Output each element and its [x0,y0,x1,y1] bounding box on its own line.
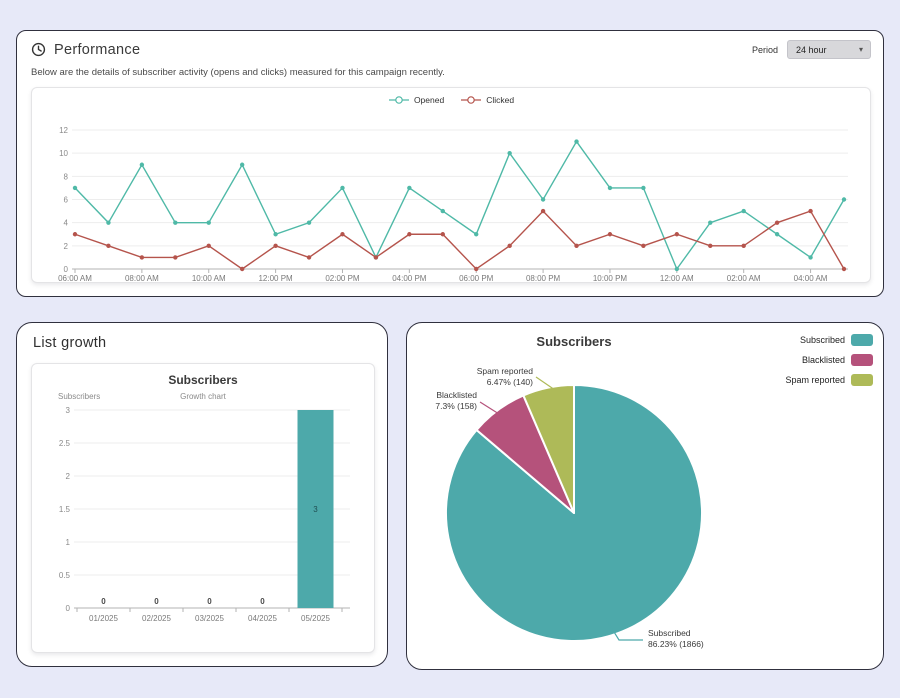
legend-item-opened[interactable]: Opened [388,95,444,105]
svg-text:04:00 PM: 04:00 PM [392,274,427,282]
performance-line-chart: 0 2 4 6 8 10 12 06:00 AM 08:00 AM 10:00 AM 12:00 P… [58,126,848,282]
svg-text:01/2025: 01/2025 [89,614,118,623]
svg-text:0: 0 [64,265,69,274]
svg-text:03/2025: 03/2025 [195,614,224,623]
callout-leader-blacklisted [479,401,500,415]
bar-chart-box: Subscribers Subscribers Growth chart 0 0.… [31,363,375,653]
list-growth-title: List growth [33,335,107,351]
legend-swatch-subscribed [851,334,873,346]
svg-text:02:00 AM: 02:00 AM [727,274,761,282]
callout-value-spam-reported: 6.47% (140) [487,377,533,387]
svg-text:06:00 AM: 06:00 AM [58,274,92,282]
callout-leader-spam-reported [535,376,556,391]
svg-text:10:00 AM: 10:00 AM [192,274,226,282]
legend-label-opened: Opened [413,95,445,105]
callout-value-subscribed: 86.23% (1866) [648,639,704,649]
line-clicked[interactable] [74,210,845,270]
period-value: 24 hour [796,44,827,55]
svg-text:04:00 AM: 04:00 AM [794,274,828,282]
svg-text:12: 12 [59,126,68,135]
legend-label-spam-reported: Spam reported [785,375,845,385]
svg-text:12:00 AM: 12:00 AM [660,274,694,282]
svg-text:6: 6 [64,196,69,205]
performance-panel: Performance Period 24 hour ▾ Below are t… [16,30,884,297]
legend-swatch-spam-reported [851,374,873,386]
period-label: Period [751,44,778,55]
legend-item-blacklisted[interactable]: Blacklisted [785,354,873,366]
svg-text:10: 10 [59,149,68,158]
callout-label-subscribed: Subscribed [648,628,691,638]
list-growth-panel: List growth Subscribers Subscribers Grow… [16,322,388,667]
growth-bar-chart: 0 0.5 1 1.5 2 2.5 3 01/2025 0 02/2025 0 03/2025 0 04/… [59,406,350,623]
performance-title: Performance [54,41,141,58]
bar-chart-title: Subscribers [168,373,238,387]
svg-text:06:00 PM: 06:00 PM [459,274,494,282]
svg-text:2: 2 [66,472,71,481]
svg-text:0: 0 [154,597,159,606]
bar-chart-ylabel: Subscribers [58,392,101,401]
legend-swatch-blacklisted [851,354,873,366]
svg-text:1.5: 1.5 [59,505,71,514]
legend-label-subscribed: Subscribed [799,335,845,345]
period-select[interactable]: 24 hour ▾ [787,40,871,59]
callout-leader-subscribed [605,618,643,641]
svg-text:2.5: 2.5 [59,439,71,448]
svg-text:3: 3 [313,505,318,514]
legend-item-clicked[interactable]: Clicked [460,95,514,105]
svg-text:2: 2 [64,242,69,251]
pie-legend: Subscribed Blacklisted Spam reported [785,334,873,386]
svg-text:8: 8 [64,172,69,181]
svg-text:08:00 AM: 08:00 AM [125,274,159,282]
callout-label-spam-reported: Spam reported [477,366,533,376]
legend-label-blacklisted: Blacklisted [801,355,845,365]
svg-text:0.5: 0.5 [59,571,71,580]
chevron-down-icon: ▾ [858,45,863,54]
line-marker-icon [461,96,482,104]
bar-chart-subtitle: Growth chart [180,392,226,401]
callout-value-blacklisted: 7.3% (158) [435,401,477,411]
svg-text:08:00 PM: 08:00 PM [526,274,561,282]
svg-text:02/2025: 02/2025 [142,614,171,623]
svg-text:0: 0 [101,597,106,606]
callout-label-blacklisted: Blacklisted [436,390,477,400]
svg-text:1: 1 [66,538,71,547]
line-opened[interactable] [74,140,845,271]
pie-slice-spam-reported[interactable] [522,384,575,514]
subscribers-pie-chart: Spam reported 6.47% (140) Blacklisted 7.… [435,366,704,649]
pie-chart-title: Subscribers [536,334,612,349]
line-chart-legend: Opened Clicked [32,95,870,105]
performance-subtitle: Below are the details of subscriber acti… [31,67,445,78]
clock-icon [31,42,46,57]
legend-item-subscribed[interactable]: Subscribed [785,334,873,346]
line-marker-icon [388,96,409,104]
line-chart-box: Opened Clicked 0 2 4 6 8 10 12 06:00 AM 08:00 AM… [31,87,871,283]
bar-05-2025[interactable] [297,410,334,608]
svg-text:3: 3 [66,406,71,415]
performance-header: Performance Period 24 hour ▾ [31,40,871,59]
svg-text:0: 0 [260,597,265,606]
svg-text:04/2025: 04/2025 [248,614,277,623]
svg-text:4: 4 [64,219,69,228]
legend-item-spam-reported[interactable]: Spam reported [785,374,873,386]
svg-text:02:00 PM: 02:00 PM [325,274,360,282]
svg-text:05/2025: 05/2025 [301,614,330,623]
legend-label-clicked: Clicked [486,95,515,105]
svg-text:0: 0 [66,604,71,613]
svg-text:12:00 PM: 12:00 PM [258,274,293,282]
svg-text:0: 0 [207,597,212,606]
svg-text:10:00 PM: 10:00 PM [593,274,628,282]
subscribers-panel: Subscribers Subscribed Blacklisted Spam … [406,322,884,670]
period-control: Period 24 hour ▾ [752,40,871,59]
